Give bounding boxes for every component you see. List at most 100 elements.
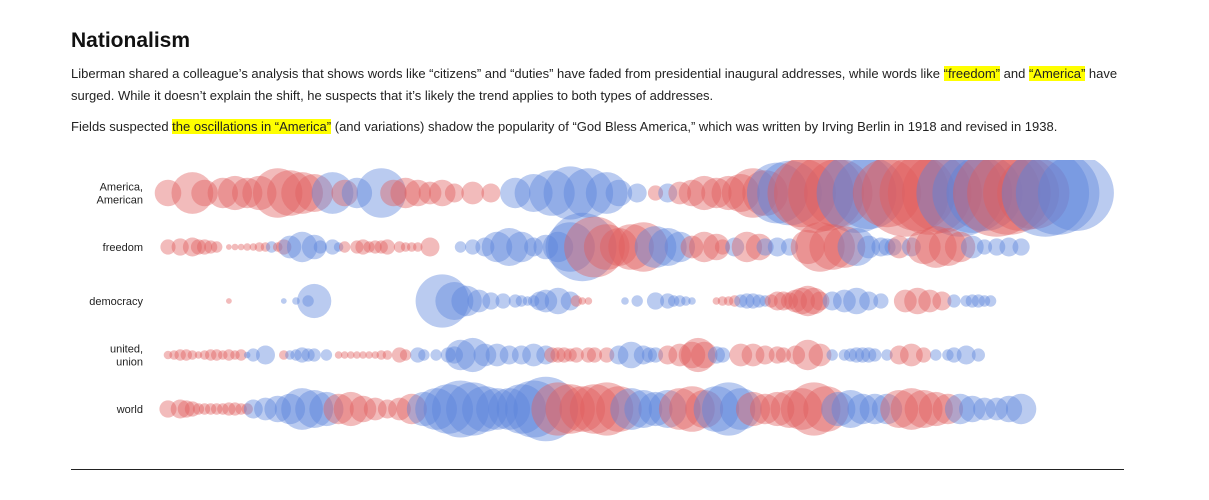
bubble-red bbox=[918, 289, 942, 313]
bubble-red bbox=[390, 177, 421, 209]
bubble-blue bbox=[462, 386, 508, 432]
bubble-red bbox=[420, 237, 440, 257]
bubble-red bbox=[900, 343, 923, 367]
bubble-red bbox=[918, 391, 953, 427]
bubble-red bbox=[260, 242, 271, 252]
bubble-red bbox=[774, 160, 854, 233]
bubble-blue bbox=[821, 391, 856, 427]
bubble-red bbox=[382, 350, 393, 360]
bubble-blue bbox=[548, 212, 617, 282]
bubble-blue bbox=[415, 388, 457, 430]
bubble-blue bbox=[658, 183, 678, 203]
bubble-blue bbox=[621, 297, 629, 305]
bubble-blue bbox=[481, 231, 513, 263]
bubble-blue bbox=[533, 234, 559, 260]
bubble-blue bbox=[633, 345, 653, 365]
bubble-blue bbox=[473, 343, 497, 367]
bubble-red bbox=[235, 403, 247, 415]
bubble-red bbox=[570, 295, 582, 307]
bubble-blue bbox=[506, 231, 537, 263]
bubble-blue bbox=[490, 228, 529, 266]
bubble-red bbox=[669, 386, 715, 432]
bubble-red bbox=[365, 351, 373, 359]
bubble-red bbox=[379, 239, 395, 255]
bubble-blue bbox=[476, 388, 518, 430]
bubble-red bbox=[177, 400, 195, 418]
bubble-blue bbox=[488, 388, 531, 430]
bubble-blue bbox=[757, 160, 822, 226]
bubble-blue bbox=[965, 294, 979, 308]
bubble-red bbox=[578, 297, 587, 305]
bubble-red bbox=[187, 350, 198, 360]
bubble-blue bbox=[947, 294, 961, 308]
bubble-blue bbox=[878, 238, 896, 256]
bubble-blue bbox=[831, 390, 870, 428]
chart-row: united,union bbox=[110, 337, 986, 373]
bubble-red bbox=[205, 349, 217, 361]
bubble-blue bbox=[423, 384, 473, 434]
bubble-red bbox=[235, 349, 247, 361]
bubble-red bbox=[787, 382, 841, 436]
bubble-blue bbox=[508, 294, 522, 308]
bubble-red bbox=[333, 391, 368, 427]
bubble-red bbox=[741, 343, 765, 367]
bubble-blue bbox=[406, 391, 441, 427]
bubble-red bbox=[399, 349, 412, 361]
bubble-blue bbox=[560, 291, 580, 311]
bubble-blue bbox=[445, 346, 463, 364]
bubble-blue bbox=[435, 282, 474, 320]
bubble-blue bbox=[871, 237, 891, 257]
bubble-blue bbox=[971, 294, 986, 308]
bubble-blue bbox=[873, 293, 889, 309]
bubble-red bbox=[680, 235, 704, 259]
bubble-red bbox=[400, 242, 411, 252]
bubble-red bbox=[564, 216, 625, 278]
bubble-red bbox=[773, 291, 793, 311]
bubble-red bbox=[368, 240, 382, 254]
highlight-america: “America” bbox=[1028, 66, 1086, 81]
bubble-red bbox=[169, 350, 179, 360]
bubble-red bbox=[735, 391, 771, 427]
bubble-blue bbox=[617, 341, 645, 369]
bubble-red bbox=[388, 397, 411, 421]
bubble-red bbox=[584, 297, 593, 305]
bubble-red bbox=[685, 390, 724, 428]
highlight-freedom: “freedom” bbox=[943, 66, 1001, 81]
bubble-red bbox=[647, 185, 664, 201]
bubble-red bbox=[163, 350, 173, 360]
bubble-red bbox=[406, 242, 417, 252]
bubble-red bbox=[154, 179, 182, 207]
bubble-red bbox=[678, 341, 706, 369]
bubble-blue bbox=[522, 343, 545, 367]
bubble-red bbox=[810, 291, 830, 311]
chart-row: freedom bbox=[103, 212, 1030, 282]
bubble-red bbox=[599, 228, 638, 266]
bubble-red bbox=[780, 388, 823, 430]
bubble-red bbox=[902, 160, 982, 233]
p2-text-1: Fields suspected bbox=[71, 119, 173, 134]
bubble-red bbox=[668, 343, 692, 367]
bubble-red bbox=[190, 239, 207, 255]
bubble-red bbox=[780, 292, 799, 310]
bubble-red bbox=[967, 160, 1051, 235]
bubble-blue bbox=[759, 295, 771, 307]
paragraph-liberman: Liberman shared a colleague’s analysis t… bbox=[71, 63, 1126, 107]
bubble-blue bbox=[868, 348, 882, 362]
bubble-blue bbox=[960, 295, 972, 307]
bubble-red bbox=[544, 347, 560, 363]
bubble-red bbox=[714, 239, 731, 255]
bubble-red bbox=[355, 239, 371, 255]
bubble-blue bbox=[702, 382, 756, 436]
bubble-blue bbox=[563, 168, 614, 218]
bubble-blue bbox=[973, 397, 996, 421]
bubble-blue bbox=[295, 390, 334, 428]
bubble-blue bbox=[693, 386, 740, 432]
bubble-blue bbox=[756, 238, 774, 256]
bubble-blue bbox=[988, 238, 1006, 256]
bubble-red bbox=[932, 291, 952, 311]
bubble-blue bbox=[901, 237, 921, 257]
bubble-blue bbox=[848, 347, 865, 363]
bubble-red bbox=[792, 339, 823, 371]
bubble-red bbox=[194, 351, 203, 359]
bubble-blue bbox=[529, 170, 575, 216]
